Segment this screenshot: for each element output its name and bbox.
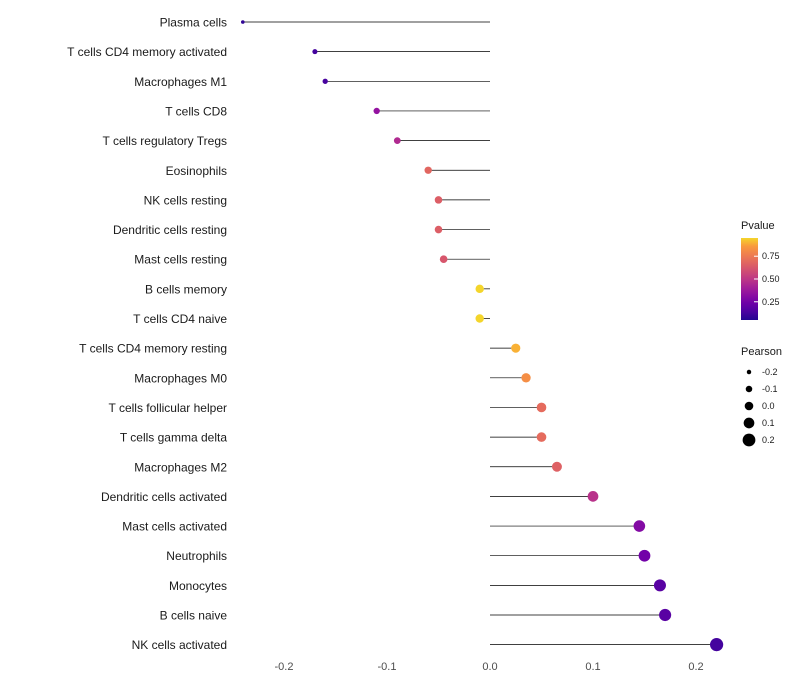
- x-tick-label: -0.2: [275, 661, 294, 673]
- category-label: T cells CD4 memory resting: [79, 342, 227, 356]
- category-label: B cells memory: [145, 282, 227, 296]
- lollipop-point: [434, 196, 443, 204]
- pearson-tick-label: 0.1: [762, 418, 775, 428]
- lollipop-point: [511, 343, 521, 353]
- category-label: Neutrophils: [166, 549, 227, 563]
- lollipop-point: [536, 432, 547, 442]
- x-axis: -0.2 -0.1 0.0 0.1 0.2: [275, 661, 704, 673]
- lollipop-point: [633, 520, 646, 532]
- category-label: Mast cells resting: [134, 253, 227, 267]
- category-label: Eosinophils: [166, 164, 227, 178]
- x-tick-label: -0.1: [378, 661, 397, 673]
- legend-pearson-title: Pearson: [741, 346, 782, 358]
- category-label: Plasma cells: [160, 16, 227, 30]
- lollipop-point: [710, 638, 724, 652]
- pvalue-tick-label: 0.50: [762, 274, 780, 284]
- category-label: T cells regulatory Tregs: [103, 134, 228, 148]
- category-label: T cells CD4 naive: [133, 312, 227, 326]
- category-label: B cells naive: [160, 609, 228, 623]
- lollipop-point: [653, 579, 666, 592]
- x-tick-label: 0.1: [585, 661, 600, 673]
- lollipop-point: [536, 402, 547, 413]
- category-label: T cells CD4 memory activated: [67, 45, 227, 59]
- category-label: Dendritic cells activated: [101, 490, 227, 504]
- category-label: Macrophages M0: [134, 371, 227, 385]
- pearson-size-dot: [746, 369, 752, 375]
- pearson-size-dot: [743, 417, 755, 429]
- lollipop-rows: Plasma cells T cells CD4 memory activated…: [67, 16, 724, 652]
- pearson-size-dot: [745, 385, 753, 393]
- category-label: Macrophages M2: [134, 460, 227, 474]
- category-label: Mast cells activated: [122, 520, 227, 534]
- lollipop-point: [240, 20, 245, 24]
- category-label: T cells CD8: [165, 104, 227, 118]
- lollipop-point: [322, 78, 328, 84]
- legend-pvalue-title: Pvalue: [741, 220, 775, 232]
- pvalue-tick-label: 0.75: [762, 251, 780, 261]
- legend-pvalue: Pvalue 0.75 0.50 0.25: [741, 220, 780, 320]
- pvalue-colorbar: [741, 238, 758, 320]
- category-label: T cells gamma delta: [120, 431, 227, 445]
- category-label: NK cells activated: [132, 638, 227, 652]
- lollipop-point: [312, 49, 318, 55]
- lollipop-point: [638, 549, 651, 562]
- lollipop-point: [587, 491, 599, 502]
- lollipop-point: [373, 107, 380, 115]
- category-label: Monocytes: [169, 579, 227, 593]
- category-label: Dendritic cells resting: [113, 223, 227, 237]
- lollipop-point: [659, 608, 672, 622]
- pearson-tick-label: -0.2: [762, 367, 778, 377]
- category-label: Macrophages M1: [134, 75, 227, 89]
- category-label: T cells follicular helper: [109, 401, 228, 415]
- lollipop-point: [424, 166, 432, 174]
- pearson-tick-label: 0.2: [762, 435, 775, 445]
- lollipop-point: [475, 314, 484, 323]
- x-tick-label: 0.2: [688, 661, 703, 673]
- category-label: NK cells resting: [144, 193, 227, 207]
- lollipop-point: [475, 284, 484, 294]
- pearson-tick-label: -0.1: [762, 384, 778, 394]
- x-tick-label: 0.0: [482, 661, 497, 673]
- lollipop-point: [439, 255, 448, 264]
- lollipop-point: [551, 461, 562, 472]
- pvalue-tick-label: 0.25: [762, 297, 780, 307]
- lollipop-point: [521, 373, 531, 383]
- lollipop-point: [393, 137, 401, 144]
- lollipop-point: [434, 225, 443, 234]
- pearson-tick-label: 0.0: [762, 401, 775, 411]
- legend-pearson: Pearson -0.2 -0.1 0.0 0.1 0.2: [741, 346, 782, 447]
- pearson-size-dot: [742, 433, 756, 447]
- pearson-size-dot: [744, 401, 754, 411]
